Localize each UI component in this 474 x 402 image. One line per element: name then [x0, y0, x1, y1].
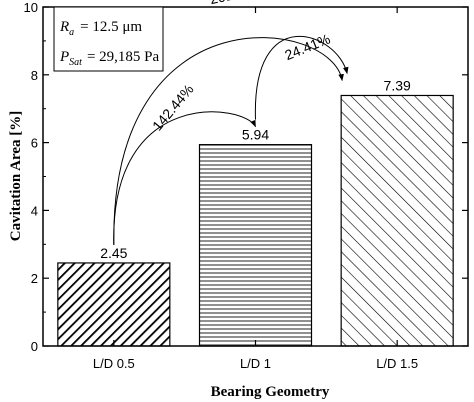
increase-label-2: 201.63% — [208, 0, 265, 7]
y-tick-label-4: 6 — [31, 136, 38, 151]
legend-psat-symbol: P — [59, 49, 69, 65]
increase-arrow-1 — [113, 111, 256, 245]
legend-psat-value: = 29,185 Pa — [87, 49, 160, 65]
y-tick-label-1: 0 — [31, 339, 38, 354]
bar-3 — [340, 94, 454, 347]
x-tick-label-1: L/D 0.5 — [93, 356, 135, 371]
bars-layer: 2.45 5.94 7.39 — [57, 77, 454, 347]
x-axis-title: Bearing Geometry — [211, 384, 330, 400]
legend-ra-text: Ra = 12.5 μm — [59, 19, 142, 38]
legend-frame — [53, 6, 164, 72]
legend-ra-value: = 12.5 μm — [80, 19, 142, 35]
bar-1 — [57, 262, 171, 347]
increase-arrow-2 — [113, 37, 344, 245]
bar-value-label-3: 7.39 — [384, 77, 411, 93]
x-tick-label-2: L/D 1 — [240, 356, 271, 371]
y-tick-label-2: 2 — [31, 271, 38, 286]
bar-2 — [198, 144, 313, 347]
axes-layer: L/D 0.5 L/D 1 L/D 1.5 0 2 4 6 8 10 — [24, 0, 469, 371]
legend-box: Ra = 12.5 μm PSat = 29,185 Pa — [53, 6, 164, 72]
y-tick-label-3: 4 — [31, 203, 38, 218]
y-tick-label-5: 8 — [31, 68, 38, 83]
bar-value-label-1: 2.45 — [100, 245, 127, 261]
legend-psat-text: PSat = 29,185 Pa — [59, 49, 160, 68]
bar-value-label-2: 5.94 — [242, 127, 269, 143]
legend-psat-sub: Sat — [69, 57, 82, 68]
legend-ra-sub: a — [69, 27, 74, 38]
y-axis-title: Cavitation Area [%] — [8, 111, 24, 242]
increase-label-3: 24.41% — [282, 31, 332, 64]
x-tick-label-3: L/D 1.5 — [376, 356, 418, 371]
legend-ra-symbol: R — [59, 19, 69, 35]
y-tick-label-6: 10 — [24, 0, 38, 15]
increase-arrow-3 — [254, 35, 349, 120]
